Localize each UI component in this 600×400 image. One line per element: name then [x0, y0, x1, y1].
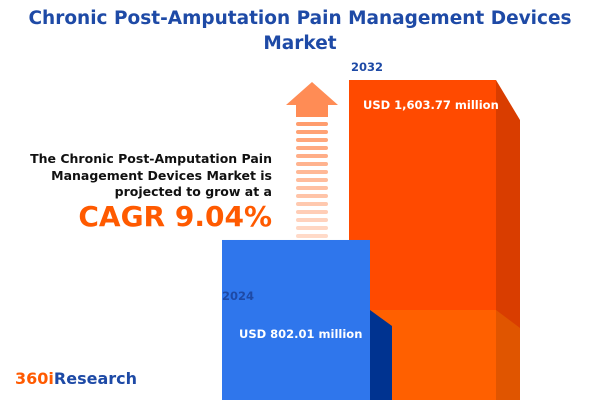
- arrow-stripe: [296, 138, 328, 142]
- arrow-stripe: [296, 194, 328, 198]
- cagr-value: CAGR 9.04%: [78, 200, 272, 233]
- arrow-stripe: [296, 186, 328, 190]
- bar-2032-lower-side: [496, 310, 520, 400]
- bar-2024: [222, 239, 370, 400]
- arrow-stripe: [296, 234, 328, 238]
- chart-title: Chronic Post-Amputation Pain Management …: [28, 8, 572, 54]
- value-label-2032: USD 1,603.77 million: [363, 98, 499, 112]
- arrow-stripe: [296, 178, 328, 182]
- value-label-2024: USD 802.01 million: [239, 327, 363, 341]
- arrow-stripe: [296, 226, 328, 230]
- arrow-stripe: [296, 210, 328, 214]
- arrow-stripe: [296, 162, 328, 166]
- year-label-2032: 2032: [351, 60, 384, 74]
- arrow-stripe: [296, 202, 328, 206]
- arrow-stripe: [296, 130, 328, 134]
- arrow-stripe: [296, 218, 328, 222]
- arrow-stripe: [296, 146, 328, 150]
- arrow-stripe: [296, 122, 328, 126]
- arrow-stripe: [296, 170, 328, 174]
- arrow-stripe: [296, 154, 328, 158]
- year-label-2024: 2024: [222, 289, 255, 303]
- arrow-head: [286, 82, 338, 117]
- bar-2024-side: [370, 310, 392, 400]
- growth-description: The Chronic Post-Amputation Pain Managem…: [30, 151, 272, 199]
- logo: 360iResearch: [15, 369, 137, 388]
